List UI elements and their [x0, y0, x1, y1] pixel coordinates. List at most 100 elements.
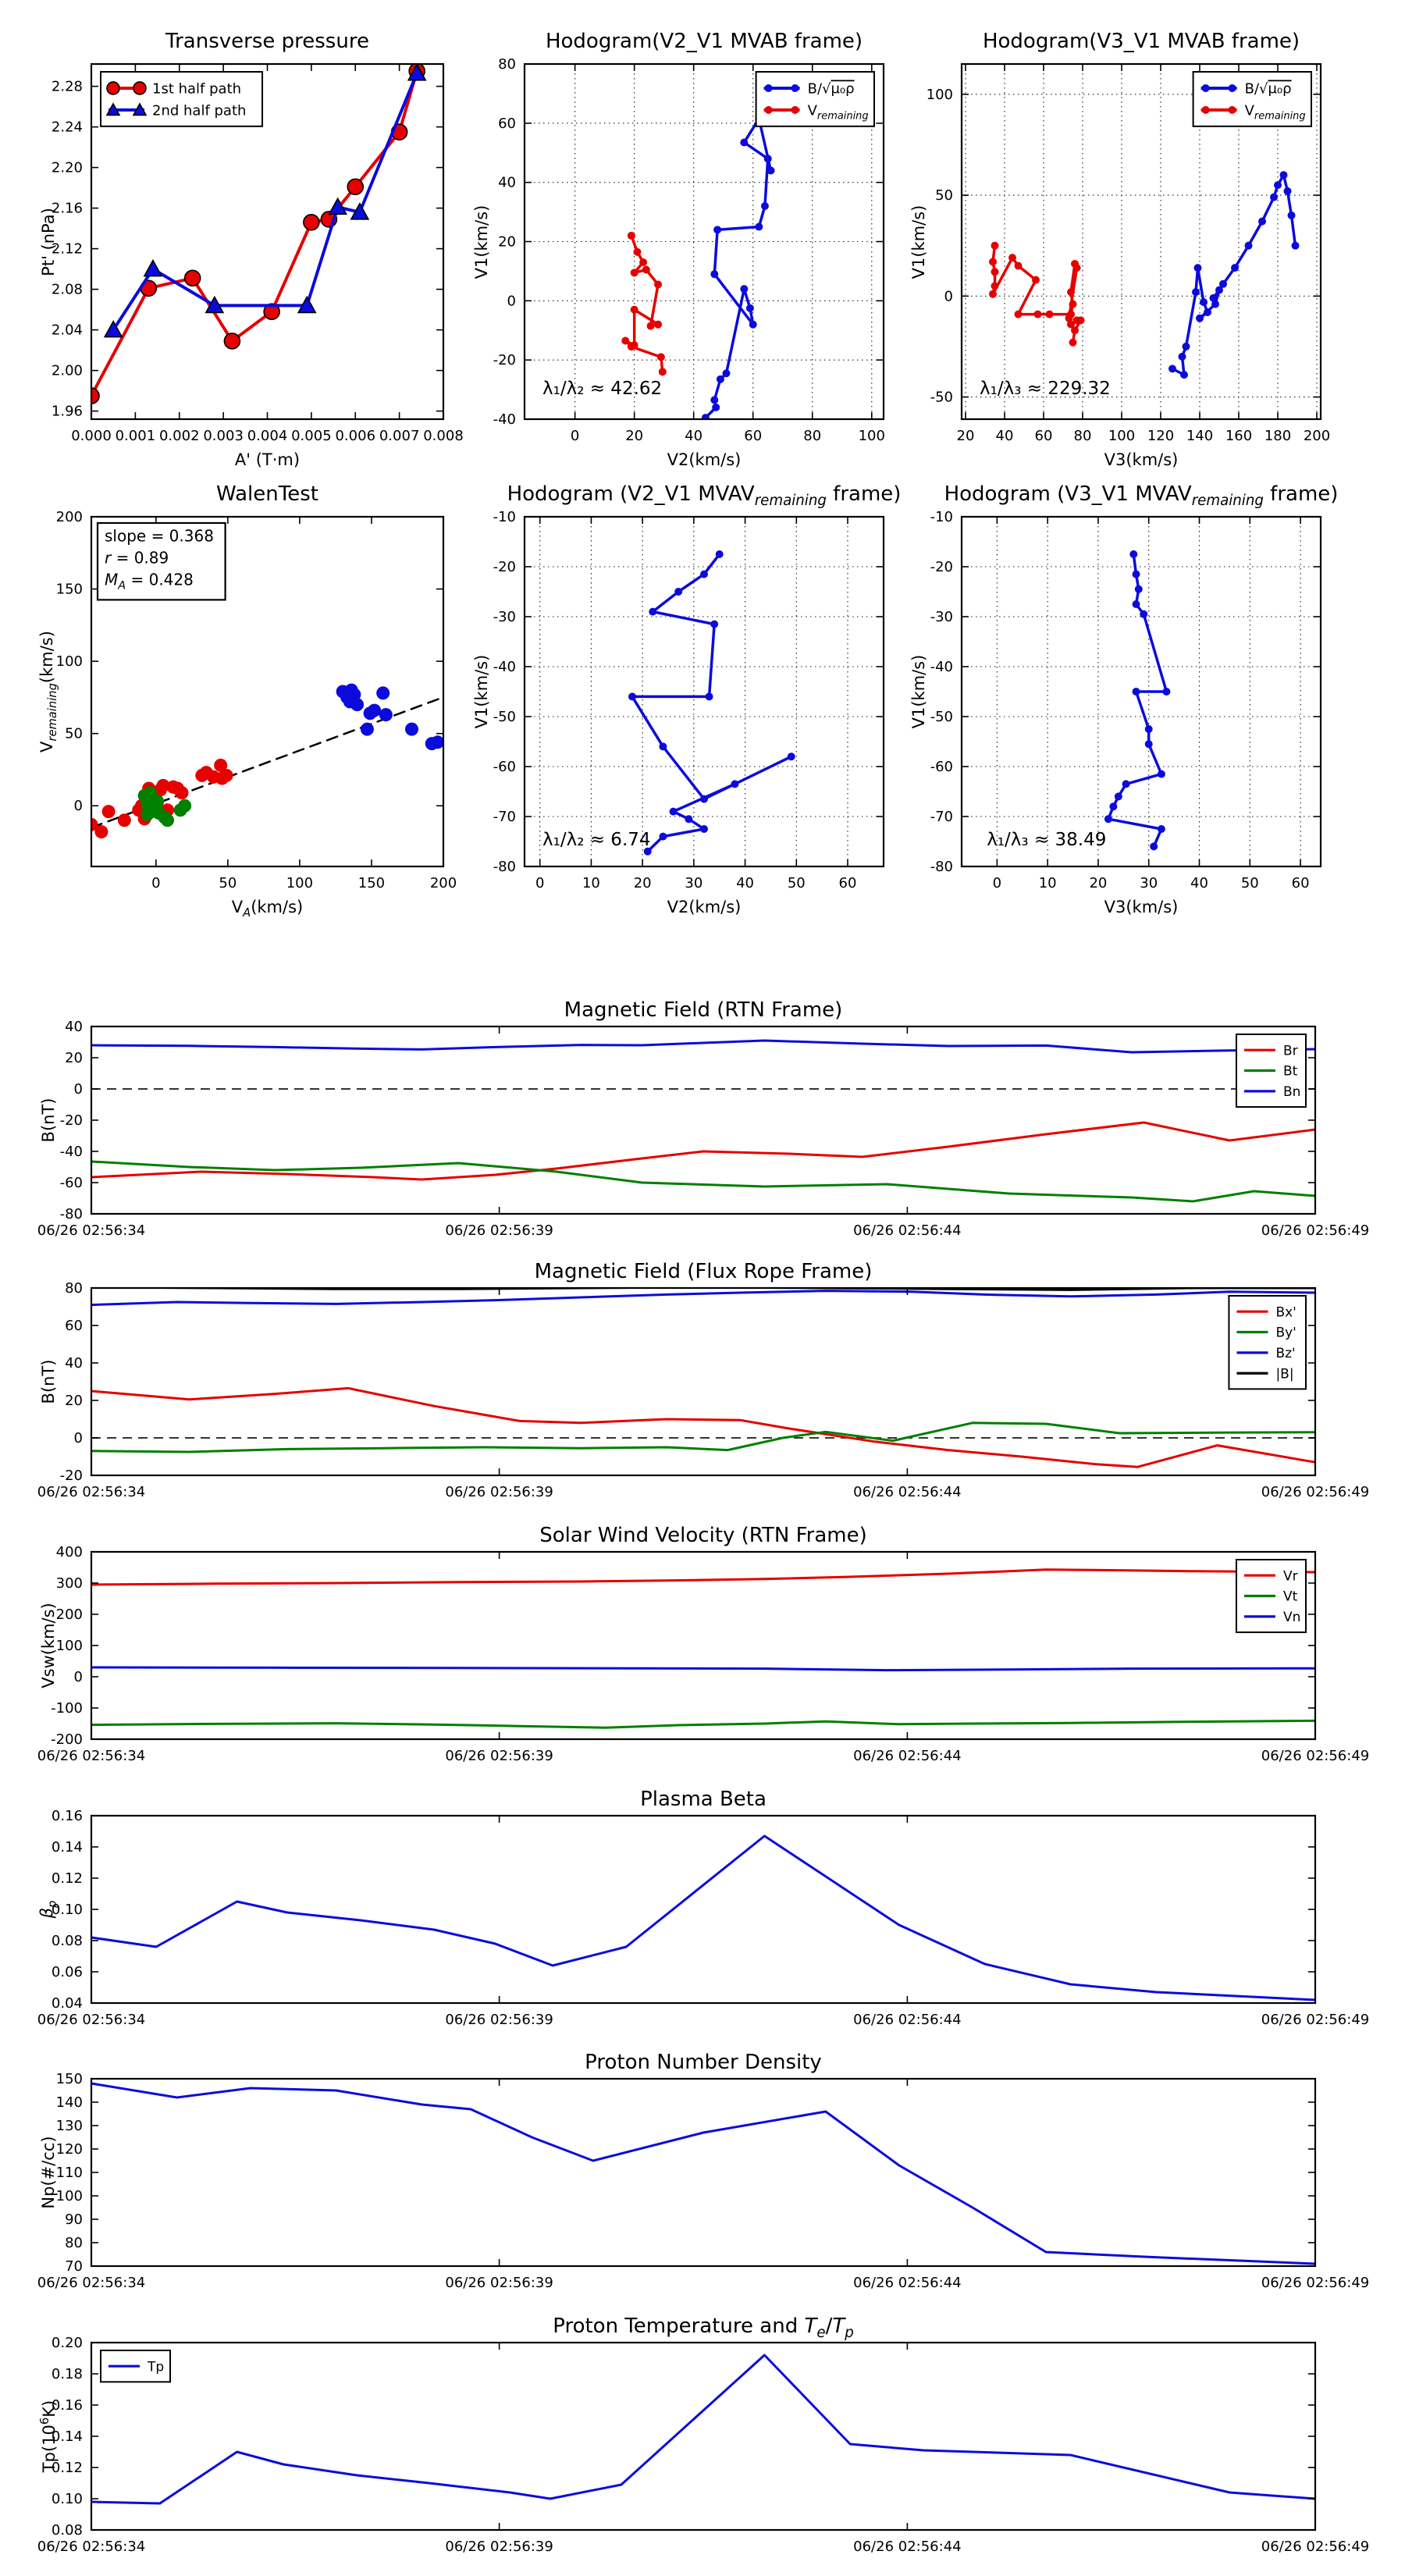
chart-canvas: 06/26 02:56:34 06/26 02:56:39 06/26 02:56:…: [37, 1544, 1369, 1764]
chart-canvas: 06/26 02:56:34 06/26 02:56:39 06/26 02:56:…: [37, 2071, 1369, 2291]
svg-text:-10: -10: [930, 509, 953, 525]
svg-text:Vremaining: Vremaining: [808, 102, 869, 122]
svg-text:0: 0: [74, 1081, 83, 1098]
svg-text:0.04: 0.04: [52, 1995, 83, 2012]
chart-canvas: 0 20 40 60 80 100 -40 -20 0 20 40 60 80 B/√μ₀ρ Vremain…: [493, 56, 885, 444]
svg-text:Bt: Bt: [1283, 1064, 1298, 1080]
svg-text:-40: -40: [493, 659, 516, 675]
svg-text:160: 160: [1225, 428, 1252, 444]
svg-text:10: 10: [1039, 875, 1057, 891]
svg-text:40: 40: [685, 428, 702, 444]
svg-text:B/√μ₀ρ: B/√μ₀ρ: [1245, 80, 1292, 97]
svg-text:0: 0: [74, 1669, 83, 1685]
svg-text:0.16: 0.16: [52, 1808, 83, 1824]
svg-text:80: 80: [498, 56, 516, 73]
svg-text:0.002: 0.002: [159, 428, 200, 444]
svg-text:-20: -20: [930, 559, 953, 575]
svg-text:λ₁/λ₂ ≈ 42.62: λ₁/λ₂ ≈ 42.62: [542, 379, 662, 399]
svg-text:By': By': [1275, 1325, 1296, 1341]
chart-canvas: 0 10 20 30 40 50 60 -80 -70 -60 -50 -40 -30 -20 -10 λ₁/…: [493, 509, 885, 891]
svg-text:60: 60: [839, 875, 857, 891]
svg-text:06/26 02:56:39: 06/26 02:56:39: [445, 1222, 553, 1239]
svg-text:B/√μ₀ρ: B/√μ₀ρ: [808, 80, 855, 97]
chart-title: WalenTest: [216, 482, 318, 506]
svg-text:06/26 02:56:49: 06/26 02:56:49: [1261, 2012, 1369, 2028]
svg-text:60: 60: [498, 116, 516, 132]
x-axis-label: V2(km/s): [667, 898, 742, 916]
svg-text:0.004: 0.004: [247, 428, 288, 444]
chart-title: Solar Wind Velocity (RTN Frame): [539, 1524, 867, 1547]
svg-text:-10: -10: [493, 509, 516, 525]
chart-canvas: 0.000 0.001 0.002 0.003 0.004 0.005 0.006 0.007…: [52, 62, 464, 444]
svg-text:20: 20: [65, 1393, 83, 1409]
svg-text:0.14: 0.14: [52, 2428, 83, 2445]
svg-text:20: 20: [1089, 875, 1107, 891]
svg-text:0.001: 0.001: [116, 428, 156, 444]
svg-text:0.20: 0.20: [52, 2335, 83, 2351]
svg-text:0.006: 0.006: [335, 428, 375, 444]
svg-text:0: 0: [944, 288, 953, 304]
svg-text:0.10: 0.10: [52, 2491, 83, 2507]
svg-text:06/26 02:56:39: 06/26 02:56:39: [445, 2539, 553, 2555]
svg-text:-40: -40: [493, 411, 516, 428]
svg-text:60: 60: [744, 428, 762, 444]
svg-text:-70: -70: [493, 809, 516, 825]
svg-text:100: 100: [1108, 428, 1135, 444]
svg-text:Vt: Vt: [1283, 1589, 1298, 1605]
svg-text:MA = 0.428: MA = 0.428: [105, 570, 194, 592]
svg-text:-60: -60: [60, 1175, 83, 1191]
svg-text:0.10: 0.10: [52, 1902, 83, 1918]
svg-text:-20: -20: [60, 1112, 83, 1129]
chart-canvas: 20 40 60 80 100 120 140 160 180 200 -50 0 50 100 B/√μ₀…: [927, 62, 1330, 444]
svg-text:r = 0.89: r = 0.89: [105, 548, 169, 567]
svg-text:0.06: 0.06: [52, 1964, 83, 1980]
y-axis-label: B(nT): [39, 1098, 58, 1143]
svg-text:50: 50: [1241, 875, 1259, 891]
x-axis-label: VA(km/s): [231, 898, 304, 920]
svg-text:06/26 02:56:34: 06/26 02:56:34: [37, 2539, 145, 2555]
svg-text:0: 0: [507, 293, 516, 309]
svg-text:30: 30: [1140, 875, 1158, 891]
chart-canvas: 06/26 02:56:34 06/26 02:56:39 06/26 02:56:…: [37, 2335, 1369, 2555]
svg-text:70: 70: [65, 2258, 83, 2275]
svg-text:0.12: 0.12: [52, 1870, 83, 1887]
y-axis-label: V1(km/s): [472, 205, 491, 279]
svg-text:-80: -80: [60, 1206, 83, 1222]
svg-text:100: 100: [56, 653, 83, 670]
svg-text:Bx': Bx': [1275, 1304, 1296, 1320]
svg-text:-30: -30: [930, 609, 953, 625]
svg-text:0.005: 0.005: [291, 428, 332, 444]
svg-text:0.003: 0.003: [203, 428, 244, 444]
svg-text:-50: -50: [930, 390, 953, 406]
svg-text:100: 100: [56, 2188, 83, 2204]
chart-title: Transverse pressure: [165, 30, 369, 53]
svg-text:80: 80: [65, 2235, 83, 2251]
svg-text:2nd half path: 2nd half path: [152, 102, 246, 119]
svg-text:100: 100: [56, 1638, 83, 1654]
chart-title: Hodogram (V3_V1 MVAVremaining frame): [944, 482, 1339, 510]
svg-text:140: 140: [56, 2094, 83, 2111]
svg-text:200: 200: [56, 1606, 83, 1623]
svg-text:0: 0: [74, 798, 83, 814]
svg-text:0: 0: [571, 428, 579, 444]
chart-title: Magnetic Field (Flux Rope Frame): [534, 1260, 873, 1283]
svg-text:40: 40: [736, 875, 754, 891]
svg-text:40: 40: [996, 428, 1014, 444]
svg-text:0.000: 0.000: [71, 428, 112, 444]
svg-text:Vr: Vr: [1283, 1568, 1298, 1584]
svg-text:-100: -100: [51, 1700, 83, 1717]
svg-text:06/26 02:56:44: 06/26 02:56:44: [853, 2275, 961, 2291]
svg-text:06/26 02:56:44: 06/26 02:56:44: [853, 1484, 961, 1500]
svg-text:20: 20: [957, 428, 975, 444]
svg-text:0.007: 0.007: [379, 428, 420, 444]
svg-text:2.00: 2.00: [52, 363, 83, 379]
svg-text:Tp: Tp: [147, 2359, 164, 2375]
svg-text:slope = 0.368: slope = 0.368: [105, 526, 214, 545]
svg-text:2.20: 2.20: [52, 160, 83, 176]
svg-text:150: 150: [358, 875, 385, 891]
chart-canvas: 06/26 02:56:34 06/26 02:56:39 06/26 02:56:…: [37, 1019, 1369, 1239]
svg-text:110: 110: [56, 2165, 83, 2181]
svg-text:140: 140: [1186, 428, 1213, 444]
svg-text:150: 150: [56, 2071, 83, 2087]
y-axis-label: Vsw(km/s): [39, 1603, 58, 1688]
